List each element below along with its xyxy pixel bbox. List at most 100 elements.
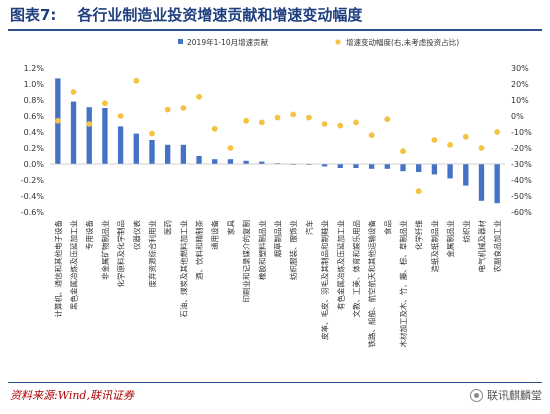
legend-dot-swatch: [335, 39, 341, 45]
y-left-tick-label: 0.4%: [24, 128, 45, 137]
data-point: [54, 117, 61, 124]
data-point: [180, 105, 187, 111]
x-tick-label: 烟草制品业: [273, 220, 283, 258]
bar: [165, 144, 171, 164]
bar: [368, 164, 375, 169]
bar: [416, 164, 422, 172]
bar: [70, 101, 77, 164]
source-note: 资料来源:Wind,联讯证券: [10, 389, 134, 402]
x-tick-label: 木材加工及木、竹、藤、棕、草制品业: [398, 220, 408, 348]
y-left-tick-label: 1.0%: [24, 80, 45, 89]
bar: [86, 107, 92, 164]
x-tick-label: 印刷业和记录媒介的复制: [241, 220, 251, 303]
y-right-tick-label: 10%: [511, 96, 529, 105]
data-point: [415, 188, 422, 195]
bar: [478, 164, 485, 201]
y-left-tick-label: -0.4%: [21, 192, 45, 201]
y-right-tick-label: 0%: [511, 112, 524, 121]
data-point: [196, 93, 202, 100]
x-tick-label: 家具: [225, 220, 235, 235]
x-tick-label: 化学原料及化学制品: [116, 220, 126, 288]
watermark-logo-icon: [470, 388, 483, 402]
bar: [337, 164, 343, 168]
bar: [133, 133, 139, 164]
legend-bar-label: 2019年1-10月增速贡献: [187, 37, 269, 47]
x-tick-label: 食品: [382, 220, 392, 235]
y-left-tick-label: -0.6%: [21, 208, 45, 217]
x-tick-label: 黑色金属冶炼及压延加工业: [69, 220, 79, 310]
y-right-tick-label: 20%: [511, 80, 529, 89]
y-right-tick-label: -40%: [511, 176, 532, 185]
bar: [243, 160, 249, 164]
bar: [400, 164, 406, 172]
data-point: [102, 100, 108, 107]
x-tick-label: 计算机、通信和其他电子设备: [53, 220, 63, 318]
y-right-tick-label: -50%: [511, 192, 532, 201]
bar: [384, 164, 390, 169]
data-point: [86, 121, 93, 127]
bar: [463, 164, 469, 186]
y-left-tick-label: 0.2%: [24, 144, 45, 153]
data-point: [353, 119, 359, 126]
data-point: [117, 113, 124, 119]
x-tick-label: 废弃资源综合利用业: [147, 220, 157, 288]
x-tick-label: 农副食品加工业: [492, 220, 502, 273]
data-point: [70, 89, 77, 95]
x-tick-label: 纺织业: [461, 220, 471, 243]
chart-title: 图表7: 各行业制造业投资增速贡献和增速变动幅度: [10, 4, 362, 25]
data-point: [400, 148, 406, 155]
bar: [431, 164, 438, 175]
x-tick-label: 酒、饮料和精制茶: [194, 220, 204, 280]
data-point: [478, 145, 485, 151]
bar: [447, 164, 453, 179]
x-tick-label: 有色金属冶炼及压延加工业: [335, 220, 345, 310]
bar: [180, 144, 187, 164]
data-point: [211, 125, 218, 132]
x-tick-label: 金属制品业: [445, 220, 455, 258]
y-left-tick-label: 0.8%: [24, 96, 45, 105]
bar: [227, 159, 234, 164]
data-point: [149, 130, 155, 137]
watermark: 联讯麒麟堂: [470, 387, 542, 403]
x-tick-label: 仪器仪表: [131, 220, 141, 250]
x-tick-label: 电气机械及器材: [476, 220, 486, 273]
legend-dot-label: 增速变动幅度(右,未考虑投资占比): [346, 37, 459, 47]
y-right-tick-label: -30%: [511, 160, 532, 169]
data-point: [494, 129, 501, 135]
data-point: [431, 137, 438, 143]
data-point: [227, 145, 234, 151]
data-point: [447, 141, 453, 148]
bar: [117, 126, 124, 164]
bar: [321, 164, 328, 167]
data-point: [258, 119, 265, 126]
x-tick-label: 非金属矿物制品业: [100, 220, 110, 280]
bar: [353, 164, 359, 168]
data-point: [321, 121, 328, 127]
x-tick-label: 文教、工美、体育和娱乐用品: [351, 220, 361, 318]
bar: [149, 140, 155, 164]
data-point: [290, 111, 297, 118]
x-tick-label: 专用设备: [84, 220, 94, 250]
data-point: [368, 132, 375, 139]
combo-chart: 2019年1-10月增速贡献 增速变动幅度(右,未考虑投资占比) -0.6% -0.4…: [21, 37, 532, 348]
x-tick-label: 汽车: [304, 220, 314, 235]
watermark-text: 联讯麒麟堂: [487, 389, 542, 402]
y-left-tick-label: -0.2%: [21, 176, 45, 185]
data-point: [305, 114, 312, 121]
y-right-tick-label: -20%: [511, 144, 532, 153]
y-left-tick-label: 1.2%: [24, 64, 45, 73]
y-right-tick-label: 30%: [511, 64, 529, 73]
bar: [494, 164, 500, 204]
x-tick-label: 造纸及纸制品业: [429, 220, 439, 273]
y-left-tick-label: 0.0%: [24, 160, 45, 169]
y-left-tick-label: 0.6%: [24, 112, 45, 121]
footer-divider: [8, 382, 542, 383]
legend-bar-swatch: [178, 39, 183, 44]
data-point: [243, 117, 250, 124]
bar: [102, 108, 108, 164]
x-tick-label: 橡胶和塑料制品业: [257, 220, 267, 280]
bar: [259, 161, 265, 164]
data-point: [384, 116, 391, 123]
x-tick-label: 铁路、船舶、航空航天和其他运输设备: [367, 220, 377, 348]
x-tick-label: 化学纤维: [414, 220, 424, 250]
